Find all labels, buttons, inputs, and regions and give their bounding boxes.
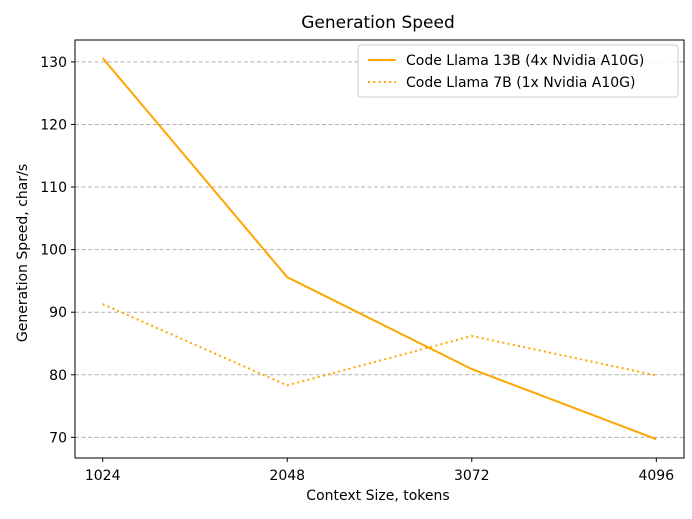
legend-box <box>357 44 679 98</box>
x-tick-label: 1024 <box>85 468 121 484</box>
x-axis-ticks: 1024 2048 3072 4096 <box>85 458 674 484</box>
y-tick-label: 70 <box>49 430 67 446</box>
x-tick-label: 3072 <box>454 468 490 484</box>
y-tick-label: 100 <box>40 243 67 259</box>
grid-lines <box>75 61 684 438</box>
legend-label: Code Llama 7B (1x Nvidia A10G) <box>406 75 635 91</box>
y-axis-label: Generation Speed, char/s <box>15 164 31 342</box>
y-axis-ticks: 70 80 90 100 110 120 130 <box>40 55 75 446</box>
series-line <box>102 303 657 387</box>
x-axis-label: Context Size, tokens <box>306 488 449 504</box>
x-tick-label: 4096 <box>638 468 674 484</box>
series-group <box>101 57 657 441</box>
y-tick-label: 110 <box>40 180 67 196</box>
y-tick-label: 80 <box>49 368 67 384</box>
x-tick-label: 2048 <box>269 468 305 484</box>
plot-area-frame <box>74 39 685 459</box>
legend: Code Llama 13B (4x Nvidia A10G) Code Llam… <box>357 44 679 98</box>
y-tick-label: 90 <box>49 305 67 321</box>
y-tick-label: 120 <box>40 117 67 133</box>
chart-title: Generation Speed <box>301 13 455 33</box>
series-line <box>101 57 657 441</box>
y-tick-label: 130 <box>40 55 67 71</box>
legend-label: Code Llama 13B (4x Nvidia A10G) <box>406 53 644 69</box>
